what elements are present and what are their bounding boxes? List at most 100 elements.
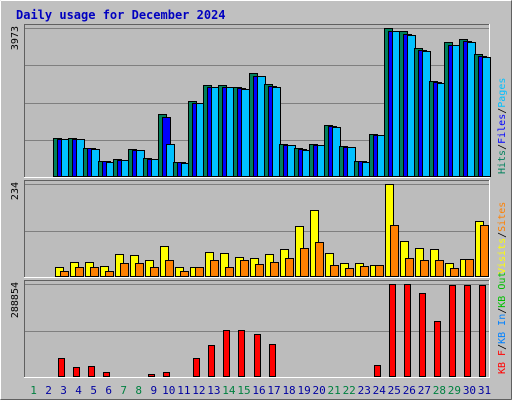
bar-sites-day-13: [210, 260, 219, 277]
x-tick-label-18: 18: [282, 384, 295, 397]
bar-pages-day-31: [482, 57, 491, 177]
bar-sites-day-7: [120, 263, 129, 277]
legend-separator: /: [497, 232, 508, 238]
bar-sites-day-22: [345, 268, 354, 277]
legend-kb-in: KB In: [497, 314, 508, 344]
bar-sites-day-23: [360, 266, 369, 277]
bar-sites-day-19: [300, 248, 309, 277]
x-tick-label-11: 11: [177, 384, 190, 397]
legend-pages: Pages: [497, 78, 508, 108]
bar-sites-day-30: [465, 259, 474, 277]
bar-kb-f-day-26: [404, 284, 411, 377]
x-tick-label-22: 22: [343, 384, 356, 397]
x-tick-label-17: 17: [267, 384, 280, 397]
x-tick-label-4: 4: [75, 384, 82, 397]
bar-kb-f-day-28: [434, 321, 441, 377]
bar-sites-day-9: [150, 267, 159, 277]
bar-kb-f-day-17: [269, 344, 276, 377]
x-tick-label-29: 29: [448, 384, 461, 397]
x-tick-label-13: 13: [207, 384, 220, 397]
bar-kb-f-day-24: [374, 365, 381, 377]
x-tick-label-15: 15: [237, 384, 250, 397]
bar-kb-f-day-29: [449, 285, 456, 377]
panel-2-ymax-label: 234: [10, 182, 21, 200]
bar-visits-day-14: [220, 253, 229, 277]
x-tick-label-27: 27: [418, 384, 431, 397]
bar-sites-day-29: [450, 268, 459, 277]
x-tick-label-20: 20: [313, 384, 326, 397]
bar-sites-day-31: [480, 225, 489, 277]
bar-kb-f-day-12: [193, 358, 200, 377]
bar-kb-f-day-5: [88, 366, 95, 377]
x-tick-label-1: 1: [30, 384, 37, 397]
bar-sites-day-6: [105, 271, 114, 277]
bar-sites-day-14: [225, 267, 234, 277]
panel-1: 3973 Hits/Files/Pages: [10, 24, 508, 178]
bar-sites-day-21: [330, 265, 339, 277]
legend-sites: Sites: [497, 202, 508, 232]
legend-separator: /: [497, 308, 508, 314]
bar-sites-day-24: [375, 265, 384, 277]
x-tick-label-10: 10: [162, 384, 175, 397]
x-tick-label-28: 28: [433, 384, 446, 397]
bar-pages-day-15: [241, 89, 250, 177]
bar-sites-day-15: [240, 260, 249, 277]
legend-separator: /: [497, 144, 508, 150]
legend-kb-out: KB Out: [497, 272, 508, 308]
bar-kb-f-day-6: [103, 372, 110, 377]
legend-files: Files: [497, 114, 508, 144]
panel-1-ymax-label: 3973: [10, 26, 21, 50]
bar-sites-day-18: [285, 258, 294, 277]
bar-pages-day-17: [272, 87, 281, 177]
bar-sites-day-12: [195, 267, 204, 277]
bar-sites-day-28: [435, 260, 444, 277]
legend-separator: /: [497, 344, 508, 350]
bar-kb-f-day-15: [238, 330, 245, 377]
legend-separator: /: [497, 108, 508, 114]
x-tick-label-30: 30: [463, 384, 476, 397]
x-tick-label-5: 5: [90, 384, 97, 397]
bar-kb-f-day-30: [464, 285, 471, 377]
bar-kb-f-day-27: [419, 293, 426, 377]
bar-kb-f-day-31: [479, 285, 486, 377]
bar-kb-f-day-14: [223, 330, 230, 377]
panel-1-legend: Hits/Files/Pages: [497, 78, 508, 174]
bar-sites-day-17: [270, 262, 279, 277]
x-tick-label-8: 8: [135, 384, 142, 397]
x-tick-label-2: 2: [45, 384, 52, 397]
x-tick-label-7: 7: [120, 384, 127, 397]
x-tick-label-25: 25: [388, 384, 401, 397]
x-tick-label-6: 6: [105, 384, 112, 397]
x-tick-label-23: 23: [358, 384, 371, 397]
panel-3-legend: KB F/KB In/KB Out: [497, 272, 508, 374]
x-tick-label-12: 12: [192, 384, 205, 397]
x-tick-label-3: 3: [60, 384, 67, 397]
bar-kb-f-day-10: [163, 372, 170, 377]
bar-kb-f-day-3: [58, 358, 65, 377]
panel-3-ymax-label: 288854: [10, 282, 21, 318]
bar-pages-day-10: [166, 144, 175, 177]
bar-sites-day-5: [90, 267, 99, 277]
x-tick-label-9: 9: [150, 384, 157, 397]
bar-sites-day-11: [180, 271, 189, 277]
bar-sites-day-4: [75, 267, 84, 277]
bar-sites-day-20: [315, 242, 324, 277]
bar-sites-day-25: [390, 225, 399, 277]
bar-kb-f-day-9: [148, 374, 155, 377]
x-tick-label-26: 26: [403, 384, 416, 397]
x-tick-label-14: 14: [222, 384, 236, 397]
legend-visits: Visits: [497, 238, 508, 274]
legend-kb-f: KB F: [497, 350, 508, 374]
bar-sites-day-3: [60, 271, 69, 277]
x-axis-day-labels: 1 2 3 4 5 6 7 8 9 10 11 12 13 14 15 16 17 18 19 20 21 22 23 24 2…: [30, 384, 491, 397]
bar-kb-f-day-16: [254, 334, 261, 377]
x-tick-label-31: 31: [478, 384, 491, 397]
bar-kb-f-day-4: [73, 367, 80, 377]
bar-sites-day-26: [405, 258, 414, 277]
bar-kb-f-day-25: [389, 284, 396, 377]
bar-sites-day-10: [165, 260, 174, 277]
bar-sites-day-16: [255, 264, 264, 277]
x-tick-label-21: 21: [328, 384, 341, 397]
x-tick-label-16: 16: [252, 384, 265, 397]
